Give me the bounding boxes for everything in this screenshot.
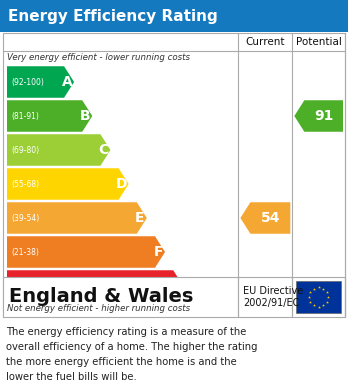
Text: Not energy efficient - higher running costs: Not energy efficient - higher running co… [7,304,190,313]
Text: Potential: Potential [296,37,342,47]
Polygon shape [7,66,74,98]
Text: EU Directive
2002/91/EC: EU Directive 2002/91/EC [243,286,303,308]
Text: (1-20): (1-20) [11,282,34,291]
Text: A: A [62,75,72,89]
Bar [0,317,348,391]
Polygon shape [294,100,343,132]
Text: lower the fuel bills will be.: lower the fuel bills will be. [6,372,137,382]
Text: 54: 54 [261,211,280,225]
Text: B: B [80,109,90,123]
Text: D: D [116,177,127,191]
Bar [296,281,341,313]
Bar [0,0,348,32]
Polygon shape [7,202,147,234]
Polygon shape [7,134,110,166]
Text: E: E [135,211,144,225]
Text: G: G [171,279,182,293]
Bar [3,277,345,317]
Bar [3,33,345,316]
Text: (21-38): (21-38) [11,248,39,256]
Text: C: C [98,143,109,157]
Text: the more energy efficient the home is and the: the more energy efficient the home is an… [6,357,237,367]
Polygon shape [7,168,129,200]
Polygon shape [7,270,183,302]
Text: The energy efficiency rating is a measure of the: The energy efficiency rating is a measur… [6,327,246,337]
Text: F: F [153,245,163,259]
Text: Very energy efficient - lower running costs: Very energy efficient - lower running co… [7,53,190,62]
Text: England & Wales: England & Wales [9,287,193,307]
Text: (69-80): (69-80) [11,145,39,154]
Text: (92-100): (92-100) [11,77,44,86]
Text: overall efficiency of a home. The higher the rating: overall efficiency of a home. The higher… [6,342,258,352]
Polygon shape [7,100,92,132]
Text: (55-68): (55-68) [11,179,39,188]
Text: Energy Efficiency Rating: Energy Efficiency Rating [8,9,218,23]
Polygon shape [7,236,165,268]
Text: 91: 91 [314,109,333,123]
Text: (39-54): (39-54) [11,213,39,222]
Polygon shape [240,202,290,234]
Text: (81-91): (81-91) [11,111,39,120]
Text: Current: Current [246,37,285,47]
